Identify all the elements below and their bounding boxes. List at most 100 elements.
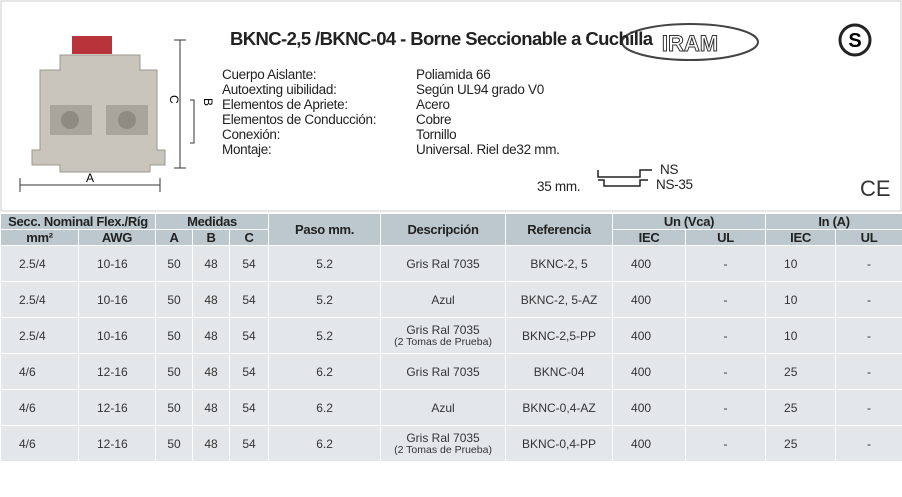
table-cell: 50 <box>155 317 194 354</box>
sub-header-row: mm² AWG A B C IEC UL IEC UL <box>0 229 902 246</box>
table-cell: 48 <box>192 353 231 390</box>
spec-label: Montaje: <box>222 142 272 157</box>
table-cell: - <box>835 389 902 426</box>
cell-line: Azul <box>431 400 455 415</box>
cell-line: (2 Tomas de Prueba) <box>394 443 492 456</box>
table-cell: 50 <box>155 389 194 426</box>
sub-header-cell: IEC <box>765 229 837 246</box>
spec-value: Acero <box>416 97 450 112</box>
table-cell: 54 <box>229 281 270 318</box>
table-cell: BKNC-2, 5-AZ <box>505 281 614 318</box>
table-cell: - <box>835 245 902 282</box>
table-cell: - <box>685 245 767 282</box>
table-cell: 400 <box>612 353 687 390</box>
table-cell: 5.2 <box>268 317 382 354</box>
table-cell: 50 <box>155 353 194 390</box>
spec-value: Tornillo <box>416 127 457 142</box>
table-cell: 5.2 <box>268 281 382 318</box>
table-cell: 54 <box>229 245 270 282</box>
table-cell: 6.2 <box>268 353 382 390</box>
sub-header-cell: A <box>155 229 194 246</box>
product-image <box>31 36 166 173</box>
table-cell: 10-16 <box>77 317 157 354</box>
header-graphics: A B C IRAM S CE <box>0 0 902 212</box>
table-cell: 400 <box>612 281 687 318</box>
rail-name: NS-35 <box>656 177 693 192</box>
spec-value: Poliamida 66 <box>416 67 491 82</box>
table-cell: 400 <box>612 425 687 462</box>
table-cell: 25 <box>765 425 837 462</box>
sub-header-cell: B <box>192 229 231 246</box>
table-cell: BKNC-2,5-PP <box>505 317 614 354</box>
table-cell: 54 <box>229 353 270 390</box>
table-cell: 12-16 <box>77 425 157 462</box>
header-cell: Secc. Nominal Flex./Ríg <box>0 213 157 230</box>
spec-label: Elementos de Conducción: <box>222 112 377 127</box>
rail-icons <box>597 169 652 187</box>
table-cell: 48 <box>192 425 231 462</box>
table-row: 2.5/4 10-16 50 48 54 5.2 Azul BKNC-2, 5-AZ 400-1… <box>0 281 902 318</box>
table-cell: Gris Ral 7035 <box>380 353 507 390</box>
dimension-a: A <box>86 171 94 185</box>
header-cell: Paso mm. <box>268 213 382 246</box>
table-cell: 12-16 <box>77 389 157 426</box>
table-row: 4/6 12-16 50 48 54 6.2 Gris Ral 7035 BKNC-04 400… <box>0 353 902 390</box>
table-cell: 48 <box>192 245 231 282</box>
table-cell: - <box>685 317 767 354</box>
table-cell: 2.5/4 <box>0 317 79 354</box>
table-cell: Gris Ral 7035 (2 Tomas de Prueba) <box>380 317 507 354</box>
sub-header-cell: IEC <box>612 229 687 246</box>
iram-logo <box>621 23 759 61</box>
sub-header-cell: AWG <box>77 229 157 246</box>
table-cell: BKNC-2, 5 <box>505 245 614 282</box>
table-cell: 50 <box>155 281 194 318</box>
header-cell: Referencia <box>505 213 614 246</box>
table-row: 2.5/4 10-16 50 48 54 5.2 Gris Ral 7035 (2 Tomas… <box>0 317 902 354</box>
table-cell: 54 <box>229 389 270 426</box>
table-cell: 48 <box>192 389 231 426</box>
table-cell: 2.5/4 <box>0 245 79 282</box>
table-cell: 10 <box>765 245 837 282</box>
iram-logo-text: IRAM <box>662 31 718 56</box>
table-cell: 5.2 <box>268 245 382 282</box>
table-row: 4/6 12-16 50 48 54 6.2 Gris Ral 7035 (2 Tomas d… <box>0 425 902 462</box>
sub-header-cell: mm² <box>0 229 79 246</box>
table-cell: 54 <box>229 425 270 462</box>
table-cell: - <box>685 353 767 390</box>
dimension-c: C <box>167 95 181 104</box>
dimension-lines <box>19 39 195 192</box>
spec-label: Conexión: <box>222 127 281 142</box>
table-cell: Azul <box>380 281 507 318</box>
s-logo-text: S <box>848 30 861 52</box>
table-cell: 6.2 <box>268 389 382 426</box>
table-cell: 6.2 <box>268 425 382 462</box>
table-cell: 50 <box>155 425 194 462</box>
table-cell: BKNC-0,4-PP <box>505 425 614 462</box>
cell-line: Azul <box>431 292 455 307</box>
table-cell: 10 <box>765 281 837 318</box>
table-cell: 50 <box>155 245 194 282</box>
header-cell: In (A) <box>765 213 902 230</box>
cell-line: Gris Ral 7035 <box>406 364 480 379</box>
table-row: 2.5/4 10-16 50 48 54 5.2 Gris Ral 7035 BKNC-2, … <box>0 245 902 282</box>
spec-value: Universal. Riel de32 mm. <box>416 142 560 157</box>
table-cell: 4/6 <box>0 425 79 462</box>
table-cell: - <box>835 425 902 462</box>
table-cell: Gris Ral 7035 <box>380 245 507 282</box>
table-cell: 400 <box>612 389 687 426</box>
header-cell: Medidas <box>155 213 270 230</box>
header-cell: Un (Vca) <box>612 213 767 230</box>
table-cell: 10-16 <box>77 245 157 282</box>
spec-label: Cuerpo Aislante: <box>222 67 317 82</box>
title: BKNC-2,5 /BKNC-04 - Borne Seccionable a … <box>230 28 653 49</box>
table-cell: Azul <box>380 389 507 426</box>
table-body: 2.5/4 10-16 50 48 54 5.2 Gris Ral 7035 BKNC-2, … <box>0 245 902 462</box>
table-cell: BKNC-0,4-AZ <box>505 389 614 426</box>
table-cell: 12-16 <box>77 353 157 390</box>
cell-line: Gris Ral 7035 <box>406 430 480 445</box>
sub-header-cell: C <box>229 229 270 246</box>
table-row: 4/6 12-16 50 48 54 6.2 Azul BKNC-0,4-AZ 400-25- <box>0 389 902 426</box>
table-cell: 400 <box>612 317 687 354</box>
product-lever <box>72 36 112 54</box>
table-cell: 25 <box>765 389 837 426</box>
